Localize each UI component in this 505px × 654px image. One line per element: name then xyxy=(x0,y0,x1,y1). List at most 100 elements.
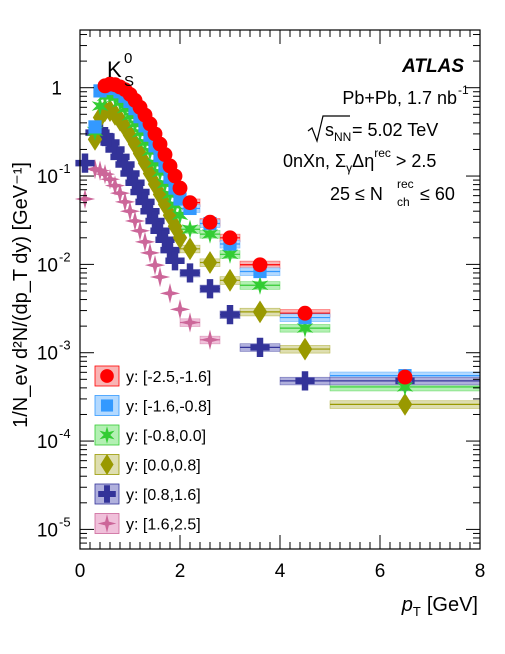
x-axis-label-sub: T xyxy=(413,604,421,619)
y-tick-label: 1 xyxy=(51,79,62,100)
multiplicity-label-sup: rec xyxy=(397,177,414,191)
data-point xyxy=(145,211,165,231)
y-tick-label: 10 xyxy=(37,520,58,541)
legend-label: y: [-0.8,0.0] xyxy=(126,428,206,445)
data-point xyxy=(199,329,221,351)
data-point xyxy=(250,337,270,357)
data-point xyxy=(134,231,156,253)
data-point xyxy=(74,188,96,210)
legend-marker xyxy=(100,399,114,412)
x-tick-label: 6 xyxy=(375,561,386,582)
data-point xyxy=(107,102,123,126)
y-tick-label-exp: -1 xyxy=(59,161,71,176)
data-point xyxy=(120,163,140,184)
data-point xyxy=(132,142,148,165)
data-point xyxy=(181,219,199,239)
data-point xyxy=(129,220,151,241)
energy-label-s: s xyxy=(325,120,334,140)
x-tick-label: 0 xyxy=(75,561,86,582)
x-tick-label: 2 xyxy=(175,561,186,582)
selection-label-b-sup: rec xyxy=(374,146,391,160)
y-tick-label: 10 xyxy=(37,432,58,453)
y-tick-label: 10 xyxy=(37,255,58,276)
data-point xyxy=(182,195,198,211)
data-point xyxy=(221,244,239,264)
data-point xyxy=(167,168,183,184)
multiplicity-label-sub: ch xyxy=(397,195,410,209)
multiplicity-label-a: 25 ≤ N xyxy=(330,184,383,204)
data-point xyxy=(136,132,154,153)
energy-label-sub: NN xyxy=(334,130,351,144)
data-point xyxy=(139,242,161,264)
data-point xyxy=(220,305,240,325)
y-tick-label: 10 xyxy=(37,344,58,365)
data-point xyxy=(104,175,126,196)
data-point xyxy=(114,191,136,213)
system-label: Pb+Pb, 1.7 nb xyxy=(342,88,457,108)
data-point xyxy=(131,123,149,143)
particle-label-main: K xyxy=(107,57,122,82)
data-point xyxy=(222,268,238,292)
x-axis-label: pT [GeV] xyxy=(401,594,478,619)
data-point xyxy=(201,224,219,244)
data-point xyxy=(167,214,183,238)
data-point xyxy=(171,205,189,225)
data-point xyxy=(162,203,178,227)
data-point xyxy=(100,132,120,153)
legend: y: [-2.5,-1.6] y: [-1.6,-0.8] y: [-0.8,0.0… xyxy=(94,365,211,534)
data-point xyxy=(117,115,133,139)
legend-marker xyxy=(100,454,114,475)
data-point xyxy=(137,151,153,175)
legend-marker xyxy=(97,514,117,533)
data-point xyxy=(150,221,170,241)
x-axis-label-unit: [GeV] xyxy=(427,594,478,616)
data-point xyxy=(84,158,106,180)
data-point xyxy=(88,120,102,134)
data-point xyxy=(116,99,134,119)
data-point xyxy=(295,371,315,391)
legend-marker xyxy=(98,485,116,503)
y-tick-label-exp: -2 xyxy=(59,249,71,264)
energy-label-value: = 5.02 TeV xyxy=(352,120,438,140)
data-point xyxy=(397,369,413,385)
data-point xyxy=(95,126,115,147)
x-tick-label: 4 xyxy=(275,561,286,582)
data-point xyxy=(152,182,168,206)
data-point xyxy=(182,237,198,261)
data-point xyxy=(202,214,218,230)
data-point xyxy=(180,263,200,283)
data-point xyxy=(252,300,268,324)
selection-label-b: Δη xyxy=(352,151,374,171)
x-axis-label-var: p xyxy=(401,594,413,616)
data-point xyxy=(396,377,414,397)
data-point xyxy=(179,312,201,333)
data-point xyxy=(94,163,116,185)
y-tick-label: 10 xyxy=(37,167,58,188)
data-point xyxy=(149,266,171,288)
atlas-label: ATLAS xyxy=(401,56,464,77)
particle-label-sup: 0 xyxy=(124,50,132,67)
data-point xyxy=(91,96,109,116)
data-point xyxy=(119,201,141,222)
data-point xyxy=(155,230,175,250)
data-point xyxy=(112,108,128,132)
data-point xyxy=(142,162,158,185)
selection-label: 0nXn, ΣγΔηrec > 2.5 xyxy=(283,146,436,175)
data-point xyxy=(89,160,111,181)
data-point xyxy=(297,305,313,321)
data-point xyxy=(159,283,181,304)
y-tick-label-exp: -5 xyxy=(59,514,71,529)
legend-label: y: [-2.5,-1.6] xyxy=(126,369,211,386)
selection-label-a-sub: γ xyxy=(346,161,352,175)
data-point xyxy=(109,182,131,204)
multiplicity-label: 25 ≤ N rec ch ≤ 60 xyxy=(330,177,455,209)
data-point xyxy=(165,251,185,271)
data-point xyxy=(296,318,314,338)
data-point xyxy=(222,230,238,246)
axes: 0 2 4 6 810 -510 -410 -310 -210 -11 xyxy=(37,29,485,582)
data-point xyxy=(122,123,138,147)
data-point xyxy=(99,169,121,190)
particle-label-sub: S xyxy=(124,73,134,90)
data-point xyxy=(127,132,143,156)
